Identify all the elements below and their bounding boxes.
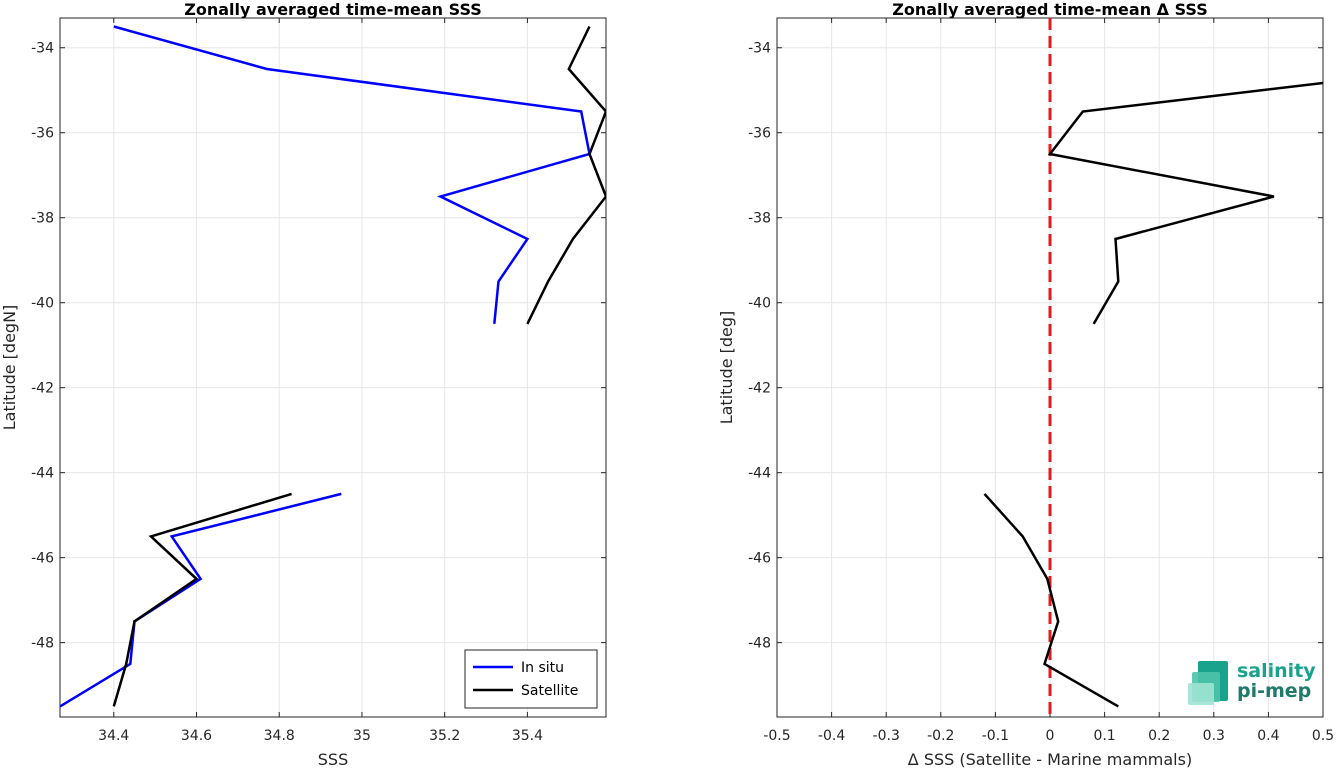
logo-block-front xyxy=(1188,683,1214,705)
x-tick-label: -0.1 xyxy=(982,728,1009,744)
y-tick-label: -48 xyxy=(31,636,54,652)
right-chart-panel: -0.5 -0.4 -0.3 -0.2 -0.1 0 0.1 0.2 0.3 0.4 0.5 -34 -… xyxy=(717,0,1334,769)
right-y-axis-label: Latitude [deg] xyxy=(717,311,736,425)
salinity-pi-mep-logo: salinity pi-mep xyxy=(1188,660,1316,705)
y-tick-label: -42 xyxy=(31,381,54,397)
right-x-axis-label: Δ SSS (Satellite - Marine mammals) xyxy=(908,750,1192,769)
series-line-satellite xyxy=(526,25,606,325)
y-tick-label: -36 xyxy=(31,126,54,142)
y-tick-label: -44 xyxy=(31,466,54,482)
logo-line1: salinity xyxy=(1237,660,1316,682)
left-chart-title: Zonally averaged time-mean SSS xyxy=(184,0,482,19)
chart-legend: In situ Satellite xyxy=(464,649,598,709)
y-tick-label: -40 xyxy=(748,296,771,312)
y-tick-label: -46 xyxy=(31,551,54,567)
x-tick-label: 0.2 xyxy=(1148,728,1170,744)
y-tick-label: -42 xyxy=(748,381,771,397)
legend-label: In situ xyxy=(521,660,564,676)
x-tick-label: 0.3 xyxy=(1203,728,1225,744)
x-tick-label: 0.1 xyxy=(1093,728,1115,744)
y-tick-label: -46 xyxy=(748,551,771,567)
left-x-axis-label: SSS xyxy=(318,750,348,769)
x-tick-label: -0.4 xyxy=(818,728,845,744)
x-tick-label: 34.4 xyxy=(98,728,129,744)
y-tick-label: -38 xyxy=(31,211,54,227)
left-chart-panel: 34.4 34.6 34.8 35 35.2 35.4 -34 -36 -38 -40 -42 -44… xyxy=(0,0,607,769)
x-tick-label: 35.2 xyxy=(429,728,460,744)
y-tick-label: -34 xyxy=(31,41,54,57)
x-tick-label: 34.6 xyxy=(181,728,212,744)
x-tick-label: -0.5 xyxy=(763,728,790,744)
y-tick-label: -34 xyxy=(748,41,771,57)
x-tick-label: 0.4 xyxy=(1257,728,1279,744)
series-line-delta xyxy=(983,493,1119,708)
right-chart-title: Zonally averaged time-mean Δ SSS xyxy=(892,0,1208,19)
x-tick-label: 0 xyxy=(1046,728,1055,744)
y-tick-label: -40 xyxy=(31,296,54,312)
x-tick-label: -0.2 xyxy=(927,728,954,744)
series-line-in-situ xyxy=(60,492,342,708)
x-tick-label: 35 xyxy=(353,728,371,744)
y-tick-label: -48 xyxy=(748,636,771,652)
legend-label: Satellite xyxy=(521,683,578,699)
left-axes-frame xyxy=(59,17,607,718)
x-tick-label: 35.4 xyxy=(512,728,543,744)
y-tick-label: -38 xyxy=(748,211,771,227)
logo-line2: pi-mep xyxy=(1237,680,1311,702)
series-line-satellite xyxy=(112,492,292,707)
y-tick-label: -44 xyxy=(748,466,771,482)
legend-box xyxy=(464,649,598,709)
x-tick-label: 0.5 xyxy=(1312,728,1334,744)
series-line-in-situ xyxy=(113,25,591,325)
x-tick-label: 34.8 xyxy=(264,728,295,744)
x-tick-label: -0.3 xyxy=(873,728,900,744)
y-tick-label: -36 xyxy=(748,126,771,142)
left-y-axis-label: Latitude [degN] xyxy=(0,305,19,431)
series-line-delta xyxy=(1047,81,1323,325)
